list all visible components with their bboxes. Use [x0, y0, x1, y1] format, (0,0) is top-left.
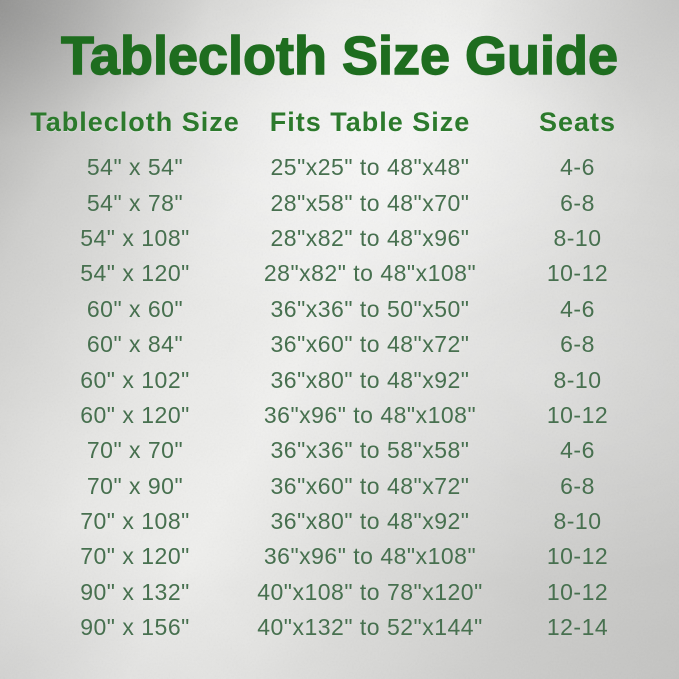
seats-cell: 10-12 — [546, 543, 609, 570]
page-title: Tablecloth Size Guide — [60, 25, 619, 86]
seats-cell: 4-6 — [560, 437, 595, 464]
fits-table-size-cell: 40"x132" to 52"x144" — [257, 614, 483, 641]
table-body: 54" x 54" 25"x25" to 48"x48" 4-6 54" x 7… — [20, 150, 665, 645]
fits-table-size-cell: 28"x82" to 48"x108" — [263, 260, 477, 287]
tablecloth-size-cell: 60" x 60" — [86, 295, 184, 322]
table-row: 90" x 132" 40"x108" to 78"x120" 10-12 — [20, 575, 665, 610]
seats-cell: 4-6 — [560, 295, 595, 322]
table-row: 54" x 54" 25"x25" to 48"x48" 4-6 — [20, 150, 665, 185]
fits-table-size-cell: 36"x80" to 48"x92" — [270, 366, 470, 393]
tablecloth-size-cell: 54" x 54" — [86, 154, 184, 181]
tablecloth-size-cell: 60" x 120" — [80, 401, 190, 428]
seats-cell: 10-12 — [546, 260, 609, 287]
fits-table-size-cell: 28"x58" to 48"x70" — [270, 189, 470, 216]
tablecloth-size-cell: 70" x 120" — [80, 543, 190, 570]
fits-table-size-cell: 36"x60" to 48"x72" — [270, 472, 470, 499]
tablecloth-size-cell: 70" x 108" — [80, 508, 190, 535]
size-guide-table: Tablecloth Size Fits Table Size Seats 54… — [20, 102, 665, 645]
table-row: 54" x 78" 28"x58" to 48"x70" 6-8 — [20, 185, 665, 220]
seats-cell: 4-6 — [560, 154, 595, 181]
tablecloth-size-cell: 70" x 70" — [86, 437, 184, 464]
table-header-row: Tablecloth Size Fits Table Size Seats — [20, 102, 665, 142]
table-row: 70" x 70" 36"x36" to 58"x58" 4-6 — [20, 433, 665, 468]
table-row: 70" x 108" 36"x80" to 48"x92" 8-10 — [20, 504, 665, 539]
seats-cell: 8-10 — [553, 224, 602, 251]
fits-table-size-cell: 36"x36" to 58"x58" — [270, 437, 470, 464]
table-row: 70" x 120" 36"x96" to 48"x108" 10-12 — [20, 539, 665, 574]
fits-table-size-cell: 36"x80" to 48"x92" — [270, 508, 470, 535]
fits-table-size-cell: 36"x96" to 48"x108" — [263, 401, 477, 428]
seats-cell: 6-8 — [560, 331, 595, 358]
column-header-fits-table-size: Fits Table Size — [269, 106, 471, 137]
fits-table-size-cell: 40"x108" to 78"x120" — [257, 578, 483, 605]
table-row: 60" x 84" 36"x60" to 48"x72" 6-8 — [20, 327, 665, 362]
table-row: 90" x 156" 40"x132" to 52"x144" 12-14 — [20, 610, 665, 645]
table-row: 54" x 108" 28"x82" to 48"x96" 8-10 — [20, 221, 665, 256]
fits-table-size-cell: 36"x60" to 48"x72" — [270, 331, 470, 358]
table-row: 60" x 102" 36"x80" to 48"x92" 8-10 — [20, 362, 665, 397]
table-row: 70" x 90" 36"x60" to 48"x72" 6-8 — [20, 469, 665, 504]
seats-cell: 8-10 — [553, 508, 602, 535]
table-row: 60" x 120" 36"x96" to 48"x108" 10-12 — [20, 398, 665, 433]
table-row: 54" x 120" 28"x82" to 48"x108" 10-12 — [20, 256, 665, 291]
fits-table-size-cell: 25"x25" to 48"x48" — [270, 154, 470, 181]
tablecloth-size-cell: 90" x 156" — [80, 614, 190, 641]
seats-cell: 12-14 — [546, 614, 609, 641]
seats-cell: 10-12 — [546, 401, 609, 428]
tablecloth-size-cell: 54" x 78" — [86, 189, 184, 216]
tablecloth-size-cell: 60" x 84" — [86, 331, 184, 358]
column-header-tablecloth-size: Tablecloth Size — [30, 106, 240, 137]
fits-table-size-cell: 28"x82" to 48"x96" — [270, 224, 470, 251]
tablecloth-size-cell: 54" x 108" — [80, 224, 190, 251]
tablecloth-size-cell: 54" x 120" — [80, 260, 190, 287]
fits-table-size-cell: 36"x96" to 48"x108" — [263, 543, 477, 570]
column-header-seats: Seats — [538, 106, 617, 137]
seats-cell: 6-8 — [560, 189, 595, 216]
table-row: 60" x 60" 36"x36" to 50"x50" 4-6 — [20, 292, 665, 327]
tablecloth-size-cell: 90" x 132" — [80, 578, 190, 605]
fits-table-size-cell: 36"x36" to 50"x50" — [270, 295, 470, 322]
seats-cell: 8-10 — [553, 366, 602, 393]
tablecloth-size-cell: 70" x 90" — [86, 472, 184, 499]
seats-cell: 6-8 — [560, 472, 595, 499]
tablecloth-size-cell: 60" x 102" — [80, 366, 190, 393]
seats-cell: 10-12 — [546, 578, 609, 605]
